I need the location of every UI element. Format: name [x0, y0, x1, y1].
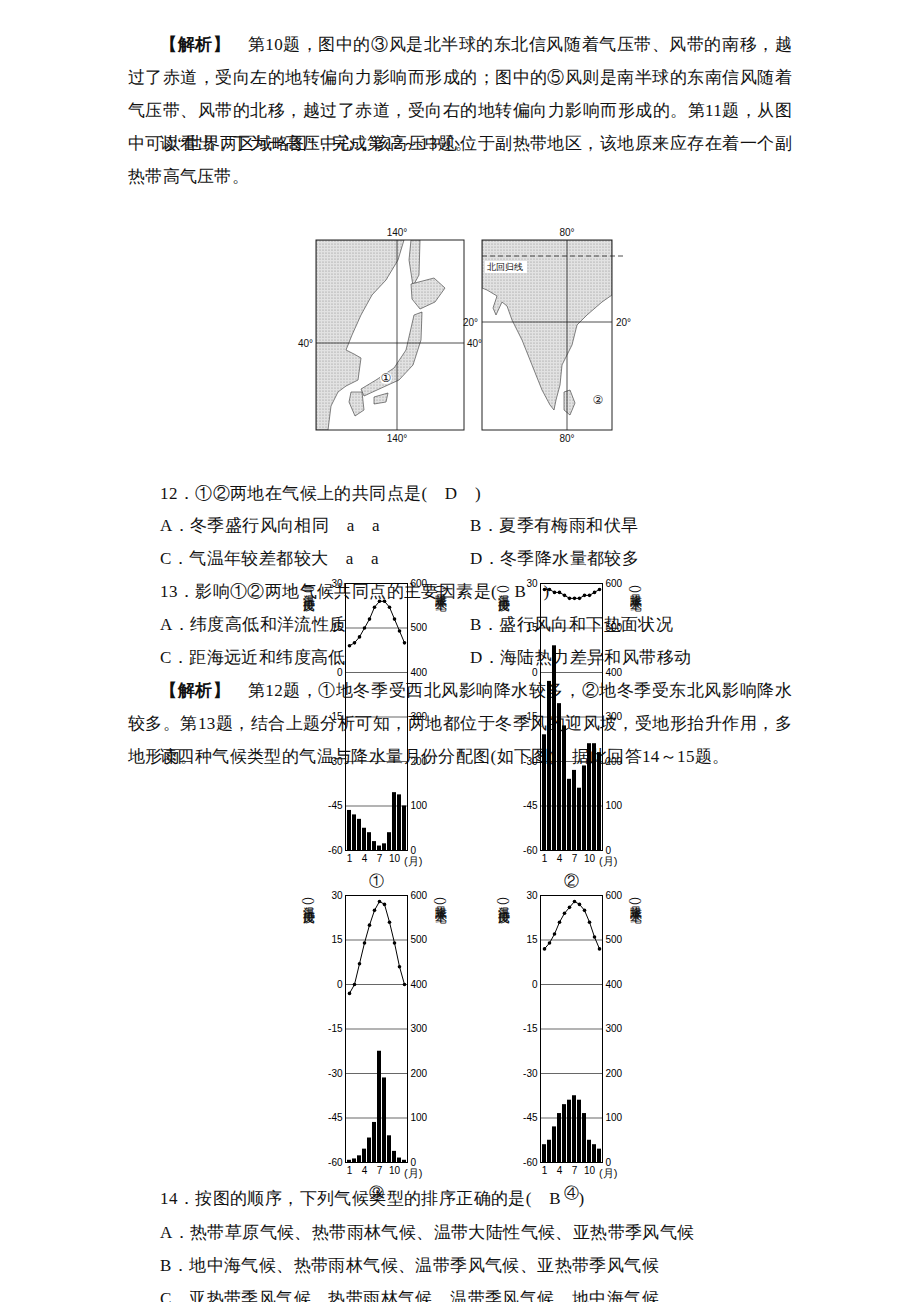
svg-text:500: 500 [411, 622, 428, 633]
svg-text:-15: -15 [523, 1023, 538, 1034]
svg-text:1: 1 [347, 853, 353, 864]
svg-text:0: 0 [606, 845, 612, 856]
svg-text:0: 0 [411, 845, 417, 856]
svg-text:15: 15 [331, 622, 343, 633]
svg-text:140°: 140° [387, 227, 408, 238]
svg-text:10: 10 [389, 1165, 401, 1176]
svg-text:200: 200 [606, 756, 623, 767]
svg-text:4: 4 [557, 853, 563, 864]
svg-text:7: 7 [572, 853, 578, 864]
svg-text:②: ② [593, 393, 604, 407]
svg-text:-15: -15 [523, 711, 538, 722]
svg-text:-30: -30 [328, 1068, 343, 1079]
svg-text:7: 7 [572, 1165, 578, 1176]
svg-text:-30: -30 [523, 1068, 538, 1079]
svg-text:30: 30 [526, 890, 538, 901]
svg-text:100: 100 [411, 1112, 428, 1123]
svg-text:500: 500 [411, 934, 428, 945]
svg-text:0: 0 [606, 1157, 612, 1168]
svg-text:0: 0 [532, 667, 538, 678]
svg-text:600: 600 [411, 890, 428, 901]
svg-text:-15: -15 [328, 1023, 343, 1034]
svg-text:-15: -15 [328, 711, 343, 722]
svg-text:0: 0 [337, 667, 343, 678]
svg-text:600: 600 [606, 890, 623, 901]
svg-text:-60: -60 [523, 1157, 538, 1168]
svg-text:-45: -45 [523, 1112, 538, 1123]
svg-text:1: 1 [347, 1165, 353, 1176]
svg-text:15: 15 [526, 934, 538, 945]
svg-text:400: 400 [606, 667, 623, 678]
svg-text:10: 10 [584, 853, 596, 864]
svg-text:30: 30 [526, 578, 538, 589]
svg-text:40°: 40° [467, 338, 482, 349]
svg-text:-45: -45 [328, 800, 343, 811]
svg-text:-60: -60 [328, 1157, 343, 1168]
svg-text:4: 4 [557, 1165, 563, 1176]
svg-text:140°: 140° [387, 433, 408, 444]
svg-text:1: 1 [542, 1165, 548, 1176]
svg-text:300: 300 [606, 711, 623, 722]
svg-text:600: 600 [411, 578, 428, 589]
svg-text:400: 400 [606, 979, 623, 990]
svg-text:300: 300 [411, 711, 428, 722]
svg-text:7: 7 [377, 1165, 383, 1176]
svg-text:北回归线: 北回归线 [487, 262, 523, 272]
svg-text:500: 500 [606, 622, 623, 633]
svg-text:80°: 80° [559, 227, 574, 238]
svg-text:15: 15 [331, 934, 343, 945]
svg-text:100: 100 [411, 800, 428, 811]
svg-text:0: 0 [411, 1157, 417, 1168]
svg-text:300: 300 [606, 1023, 623, 1034]
svg-text:10: 10 [389, 853, 401, 864]
svg-text:15: 15 [526, 622, 538, 633]
svg-text:7: 7 [377, 853, 383, 864]
svg-text:200: 200 [411, 1068, 428, 1079]
svg-text:1: 1 [542, 853, 548, 864]
svg-text:-45: -45 [523, 800, 538, 811]
svg-text:200: 200 [606, 1068, 623, 1079]
svg-text:300: 300 [411, 1023, 428, 1034]
svg-text:-60: -60 [328, 845, 343, 856]
svg-text:30: 30 [331, 578, 343, 589]
svg-text:0: 0 [337, 979, 343, 990]
svg-text:80°: 80° [559, 433, 574, 444]
svg-text:500: 500 [606, 934, 623, 945]
svg-text:4: 4 [362, 1165, 368, 1176]
svg-text:40°: 40° [298, 338, 313, 349]
svg-text:600: 600 [606, 578, 623, 589]
svg-text:-30: -30 [328, 756, 343, 767]
svg-text:-45: -45 [328, 1112, 343, 1123]
svg-text:①: ① [381, 371, 392, 385]
svg-text:10: 10 [584, 1165, 596, 1176]
svg-text:100: 100 [606, 800, 623, 811]
svg-text:-30: -30 [523, 756, 538, 767]
svg-text:400: 400 [411, 979, 428, 990]
svg-text:100: 100 [606, 1112, 623, 1123]
svg-text:4: 4 [362, 853, 368, 864]
svg-text:20°: 20° [616, 317, 631, 328]
svg-text:20°: 20° [463, 317, 478, 328]
svg-text:400: 400 [411, 667, 428, 678]
svg-text:0: 0 [532, 979, 538, 990]
svg-text:200: 200 [411, 756, 428, 767]
svg-text:30: 30 [331, 890, 343, 901]
svg-text:-60: -60 [523, 845, 538, 856]
